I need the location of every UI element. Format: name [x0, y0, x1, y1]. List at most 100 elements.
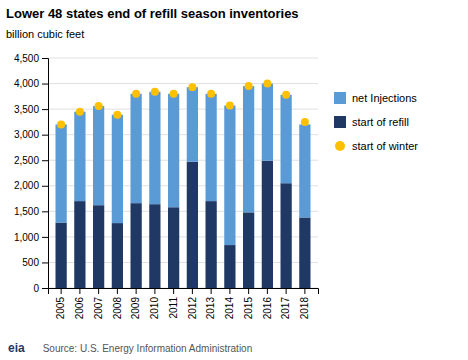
legend: net Injections start of refill start of wi… [334, 92, 418, 152]
tick: 1,500 [14, 206, 48, 217]
tick-mark [98, 288, 99, 294]
bar [149, 204, 160, 288]
x-axis: 2005 2006 2007 2008 2009 2010 2011 2012 2013 2014… [49, 288, 319, 319]
bar [262, 84, 273, 161]
tick-label: 2016 [262, 297, 273, 320]
bar-series [56, 84, 311, 246]
tick-label: 2011 [168, 297, 179, 319]
tick-mark [61, 288, 62, 294]
tick-label: 2017 [280, 297, 291, 320]
legend-label: net Injections [352, 92, 417, 104]
axis-line [49, 289, 319, 295]
tick: 2007 [93, 288, 104, 319]
grid-line [48, 134, 318, 135]
tick-mark [267, 288, 268, 294]
tick: 1,000 [14, 232, 48, 243]
tick-label: 2,000 [14, 180, 39, 191]
point [245, 82, 253, 90]
plot: 05001,0001,5002,0002,5003,0003,5004,0004… [14, 53, 319, 320]
tick: 2010 [149, 288, 160, 319]
tick-mark [286, 288, 287, 294]
tick-mark [42, 58, 48, 59]
tick: 2012 [187, 288, 198, 319]
tick-mark [42, 135, 48, 136]
tick: 3,500 [14, 104, 48, 115]
tick-label: 1,000 [14, 232, 39, 243]
tick-mark [248, 288, 249, 294]
marks [56, 80, 311, 288]
bar [131, 94, 142, 203]
tick-label: 2018 [299, 297, 310, 320]
tick-mark [42, 109, 48, 110]
tick-label: 2008 [112, 297, 123, 320]
tick-mark [154, 288, 155, 294]
subtitle: billion cubic feet [6, 28, 84, 40]
tick-mark [42, 160, 48, 161]
point [113, 111, 121, 119]
tick-label: 2006 [74, 297, 85, 320]
legend-swatch [334, 116, 346, 128]
bar [243, 86, 254, 212]
grid-line [48, 211, 318, 212]
tick: 2016 [262, 288, 273, 319]
bar [74, 112, 85, 201]
tick-mark [304, 288, 305, 294]
point [188, 83, 196, 91]
bar [112, 115, 123, 223]
bar [299, 217, 310, 288]
point [301, 118, 309, 126]
point-series [57, 80, 309, 129]
tick-label: 500 [22, 257, 39, 268]
tick: 2005 [55, 288, 66, 319]
tick-label: 2,500 [14, 155, 39, 166]
tick-label: 3,000 [14, 129, 39, 140]
tick-mark [42, 211, 48, 212]
tick: 2008 [112, 288, 123, 319]
tick-mark [136, 288, 137, 294]
bar [56, 124, 67, 222]
point [170, 90, 178, 98]
bar [281, 183, 292, 288]
tick-mark [79, 288, 80, 294]
tick-label: 2007 [93, 297, 104, 320]
bar [243, 212, 254, 288]
tick: 2013 [205, 288, 216, 319]
tick-label: 2015 [243, 297, 254, 320]
title: Lower 48 states end of refill season inv… [6, 6, 299, 21]
point [282, 91, 290, 99]
tick-label: 2009 [130, 297, 141, 320]
tick: 0 [33, 283, 48, 294]
tick: 2011 [168, 288, 179, 319]
bar [56, 223, 67, 288]
grid-line [48, 83, 318, 84]
legend-item: start of winter [335, 140, 418, 152]
bar [224, 106, 235, 246]
bar [168, 207, 179, 288]
legend-swatch [334, 92, 346, 104]
tick: 2018 [299, 288, 310, 319]
legend-label: start of refill [352, 116, 409, 128]
point [57, 120, 65, 128]
tick-mark [211, 288, 212, 294]
grid-line [48, 109, 318, 110]
tick: 3,000 [14, 129, 48, 140]
bar [168, 94, 179, 207]
tick-label: 3,500 [14, 104, 39, 115]
tick-label: 1,500 [14, 206, 39, 217]
tick: 2,000 [14, 180, 48, 191]
bar [206, 201, 217, 288]
tick-label: 2010 [149, 297, 160, 320]
tick: 2009 [130, 288, 141, 319]
bar [224, 245, 235, 288]
tick-label: 2014 [224, 297, 235, 320]
point [76, 108, 84, 116]
bar [149, 92, 160, 204]
tick: 2014 [224, 288, 235, 319]
annotation: Source: U.S. Energy Information Administ… [43, 343, 253, 354]
point [263, 80, 271, 88]
y-axis: 05001,0001,5002,0002,5003,0003,5004,0004… [14, 53, 49, 294]
grid-line [48, 58, 318, 59]
tick: 2017 [280, 288, 291, 319]
tick-mark [42, 84, 48, 85]
point [95, 102, 103, 110]
